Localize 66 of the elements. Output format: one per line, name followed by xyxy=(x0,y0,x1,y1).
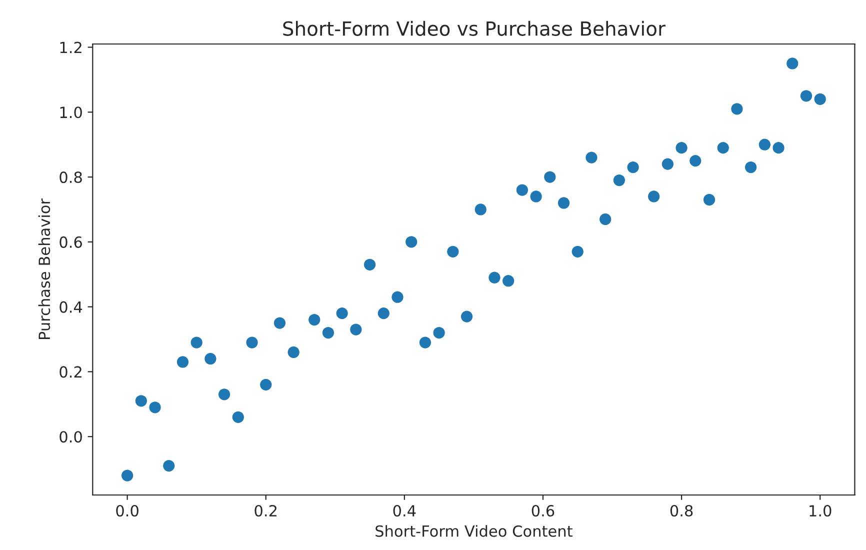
point xyxy=(627,161,639,174)
point xyxy=(717,142,729,154)
point xyxy=(745,161,757,174)
x-tick-label: 0.0 xyxy=(116,504,138,517)
point xyxy=(176,356,189,368)
point xyxy=(600,213,612,226)
point xyxy=(474,204,486,216)
point xyxy=(406,236,418,248)
y-tick-label: 1.2 xyxy=(60,42,82,54)
point xyxy=(814,93,826,105)
point xyxy=(516,184,528,196)
point xyxy=(800,90,812,102)
point xyxy=(288,346,300,358)
point xyxy=(190,336,202,348)
y-tick-label: 0.4 xyxy=(60,301,82,313)
y-tick-label: 0.8 xyxy=(60,171,82,184)
point xyxy=(232,411,244,423)
point xyxy=(433,326,445,339)
point xyxy=(274,317,286,329)
point xyxy=(308,314,320,326)
point xyxy=(676,142,688,154)
point xyxy=(648,190,660,202)
point xyxy=(662,158,674,170)
point xyxy=(378,307,390,320)
point xyxy=(758,138,770,150)
point xyxy=(703,194,716,206)
point xyxy=(246,336,258,348)
x-axis-title: Short-Form Video Content xyxy=(376,525,572,537)
point xyxy=(558,197,570,209)
x-tick-label: 0.8 xyxy=(670,504,693,517)
point xyxy=(544,171,556,183)
point xyxy=(392,291,404,303)
point xyxy=(447,246,459,258)
point xyxy=(135,395,147,407)
point xyxy=(121,470,134,482)
point xyxy=(488,272,500,284)
y-tick-label: 0.0 xyxy=(60,431,82,443)
point xyxy=(572,246,584,258)
point xyxy=(731,103,743,115)
point xyxy=(530,190,542,202)
x-tick-label: 1.0 xyxy=(810,504,832,517)
y-tick-label: 0.6 xyxy=(60,236,82,248)
point xyxy=(586,152,598,164)
point xyxy=(204,352,216,365)
point xyxy=(613,174,625,186)
point xyxy=(336,307,348,320)
point xyxy=(786,58,798,70)
point xyxy=(350,324,362,336)
point xyxy=(322,326,334,339)
point xyxy=(460,310,473,322)
point xyxy=(772,142,784,154)
point xyxy=(364,258,376,270)
point xyxy=(419,336,432,348)
y-tick-label: 0.2 xyxy=(60,366,82,378)
chart-title: Short-Form Video vs Purchase Behavior xyxy=(283,20,666,36)
point xyxy=(163,460,175,472)
x-tick-label: 0.2 xyxy=(254,504,276,517)
point xyxy=(690,154,702,167)
y-tick-label: 1.0 xyxy=(60,106,82,118)
point xyxy=(149,402,161,414)
y-axis-title: Purchase Behavior xyxy=(38,198,50,340)
point xyxy=(218,388,230,400)
point xyxy=(502,275,514,287)
point xyxy=(260,378,272,390)
x-tick-label: 0.4 xyxy=(393,504,416,517)
x-tick-label: 0.6 xyxy=(532,504,554,517)
